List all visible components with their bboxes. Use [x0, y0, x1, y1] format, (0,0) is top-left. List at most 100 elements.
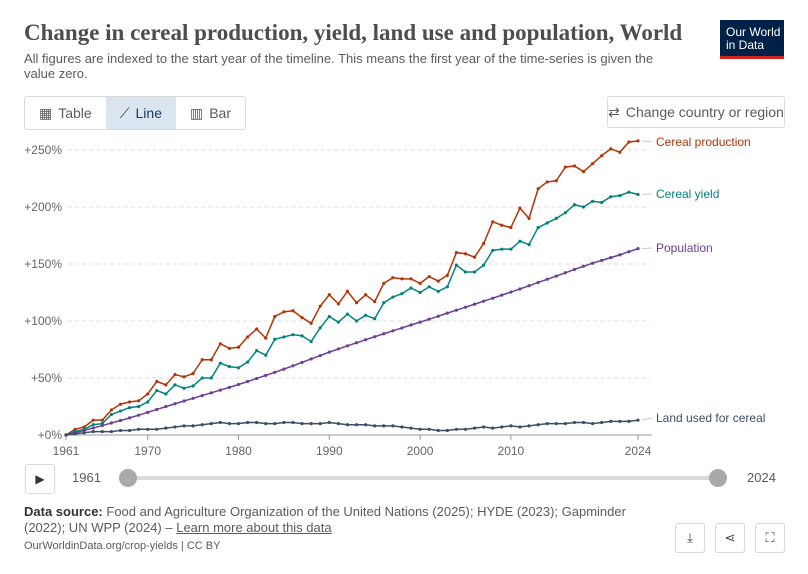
- data-point: [282, 310, 286, 314]
- timeline-track[interactable]: [128, 476, 718, 480]
- data-point: [472, 426, 477, 430]
- timeline-start-handle[interactable]: [119, 469, 137, 487]
- data-point: [127, 416, 132, 420]
- y-tick-label: +100%: [24, 314, 62, 328]
- y-tick-label: +0%: [38, 428, 63, 442]
- tab-table[interactable]: ▦ Table: [25, 97, 106, 129]
- data-point: [427, 274, 431, 279]
- data-point: [364, 313, 368, 317]
- data-point: [436, 289, 440, 293]
- data-point: [155, 407, 159, 412]
- data-point: [436, 279, 440, 283]
- data-point: [527, 243, 531, 247]
- data-point: [236, 366, 241, 370]
- data-point: [600, 420, 604, 425]
- data-point: [491, 248, 495, 252]
- data-point: [472, 302, 477, 306]
- data-point: [236, 382, 241, 387]
- data-point: [182, 375, 186, 379]
- data-point: [581, 420, 586, 425]
- data-point: [436, 314, 440, 318]
- data-point: [118, 428, 123, 433]
- data-point: [382, 424, 386, 428]
- data-point: [354, 301, 359, 305]
- data-point: [200, 358, 204, 362]
- data-point: [336, 422, 340, 426]
- x-tick-label: 2024: [625, 444, 652, 458]
- x-tick-label: 1980: [225, 444, 252, 458]
- data-point: [482, 241, 486, 246]
- data-point: [627, 190, 631, 194]
- series-label: Cereal production: [656, 135, 751, 149]
- series-label: Land used for cereal: [656, 411, 765, 425]
- share-button[interactable]: ⋖: [715, 523, 745, 553]
- download-icon: ⤓: [687, 530, 693, 545]
- play-button[interactable]: ▶: [25, 464, 55, 494]
- play-icon: ▶: [35, 472, 45, 486]
- data-point: [109, 421, 113, 425]
- fullscreen-button[interactable]: ⛶: [755, 523, 785, 553]
- learn-more-link[interactable]: Learn more about this data: [176, 520, 332, 535]
- label-connector: [641, 417, 653, 421]
- data-point: [609, 147, 613, 151]
- data-point: [245, 379, 250, 384]
- data-point: [146, 392, 150, 396]
- timeline-start-year: 1961: [72, 470, 101, 485]
- data-point: [373, 335, 377, 339]
- data-point: [354, 341, 359, 345]
- data-point: [545, 422, 549, 426]
- data-point: [300, 360, 304, 364]
- data-point: [191, 371, 195, 376]
- data-point: [218, 361, 222, 365]
- data-point: [627, 140, 631, 144]
- data-point: [572, 420, 577, 425]
- tab-line[interactable]: ⟋ Line: [105, 97, 176, 129]
- data-point: [82, 431, 86, 435]
- data-point: [463, 252, 468, 256]
- change-country-button[interactable]: ⇄ Change country or region: [607, 96, 785, 128]
- data-point: [273, 314, 277, 319]
- data-point: [518, 239, 522, 243]
- owid-logo[interactable]: Our World in Data: [720, 20, 784, 59]
- data-point: [445, 311, 449, 315]
- data-point: [391, 295, 395, 299]
- data-point: [164, 383, 168, 387]
- data-point: [509, 225, 513, 230]
- label-connector: [641, 247, 653, 250]
- data-point: [200, 376, 204, 380]
- data-point: [518, 206, 522, 210]
- data-point: [173, 425, 177, 429]
- data-point: [536, 225, 540, 230]
- data-point: [336, 302, 340, 306]
- share-icon: ⋖: [724, 530, 736, 545]
- data-point: [209, 391, 213, 395]
- data-point: [173, 383, 177, 387]
- data-point: [536, 423, 540, 427]
- data-point: [137, 404, 141, 409]
- y-tick-label: +250%: [24, 143, 62, 157]
- data-point: [336, 320, 340, 324]
- series-line-2: [65, 247, 639, 436]
- data-point: [264, 422, 268, 426]
- data-point: [491, 426, 495, 430]
- data-point: [581, 264, 586, 268]
- data-point: [182, 399, 186, 403]
- y-tick-label: +150%: [24, 257, 62, 271]
- data-point: [191, 424, 195, 428]
- data-point: [354, 319, 359, 323]
- data-point: [545, 277, 549, 281]
- data-point: [536, 280, 540, 285]
- source-url[interactable]: OurWorldinData.org/crop-yields | CC BY: [24, 540, 221, 552]
- data-point: [227, 346, 232, 350]
- data-source: Data source: Food and Agriculture Organi…: [24, 504, 664, 536]
- data-point: [445, 285, 449, 289]
- download-button[interactable]: ⤓: [675, 523, 705, 553]
- table-icon: ▦: [39, 104, 53, 121]
- tab-bar[interactable]: ▥ Bar: [176, 97, 245, 129]
- logo-text-1: Our World: [726, 25, 781, 39]
- data-point: [309, 422, 313, 426]
- data-point: [118, 402, 123, 406]
- timeline-end-handle[interactable]: [709, 469, 727, 487]
- data-point: [636, 247, 640, 251]
